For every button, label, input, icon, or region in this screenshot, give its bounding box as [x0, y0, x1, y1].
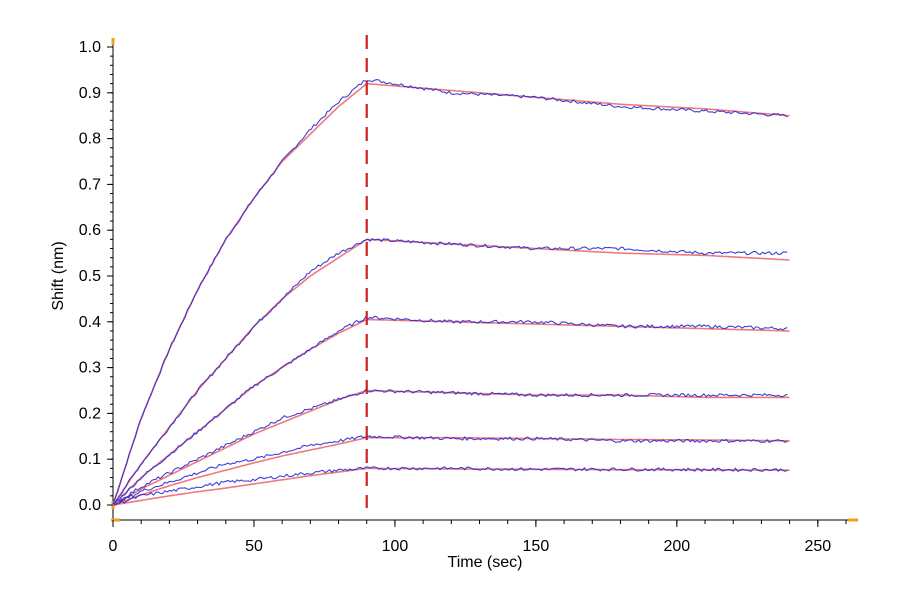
series-layer [112, 79, 790, 506]
y-tick-label: 0.1 [79, 451, 101, 468]
measured-curve-5 [112, 434, 788, 505]
x-tick-label: 200 [663, 538, 690, 555]
tick-labels: 0.0 0.1 0.2 0.3 0.4 0.5 0.6 0.7 0.8 0.9 1.0 0 50 100 1… [79, 39, 832, 555]
y-tick-label: 0.4 [79, 314, 101, 331]
y-tick-label: 0.3 [79, 360, 101, 377]
y-tick-label: 0.5 [79, 268, 101, 285]
y-tick-label: 0.9 [79, 85, 101, 102]
measured-curve-4 [112, 388, 788, 505]
fit-curve-1 [112, 82, 790, 506]
x-tick-label: 150 [523, 538, 550, 555]
y-tick-label: 0.0 [79, 497, 101, 514]
y-axis-title: Shift (nm) [50, 241, 67, 310]
measured-curve-2 [112, 238, 788, 505]
fit-curve-4 [112, 389, 790, 506]
y-tick-label: 0.7 [79, 176, 101, 193]
y-tick-label: 0.8 [79, 131, 101, 148]
fit-curve-3 [112, 318, 790, 506]
measured-curve-1 [112, 79, 788, 506]
measured-curve-6 [112, 466, 788, 506]
x-tick-label: 0 [109, 538, 118, 555]
y-tick-label: 0.6 [79, 222, 101, 239]
x-tick-label: 100 [382, 538, 409, 555]
x-tick-label: 50 [245, 538, 263, 555]
fit-curve-5 [112, 436, 790, 506]
measured-curve-3 [112, 315, 788, 506]
x-axis-title: Time (sec) [448, 554, 523, 571]
y-tick-label: 0.2 [79, 405, 101, 422]
tick-marks [107, 46, 847, 527]
y-tick-label: 1.0 [79, 39, 101, 56]
x-tick-label: 250 [804, 538, 831, 555]
